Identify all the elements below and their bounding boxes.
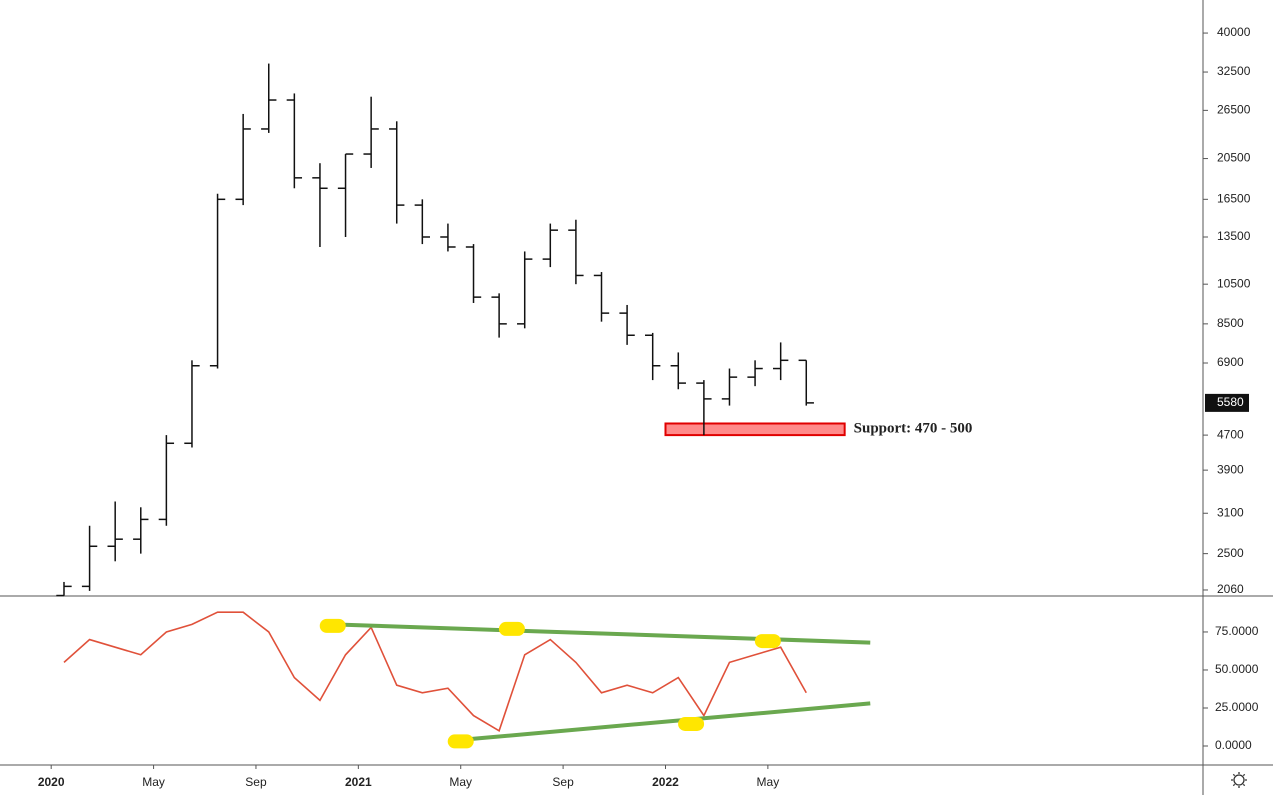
trendline: [460, 701, 871, 742]
y-tick-label: 16500: [1217, 191, 1251, 205]
y-tick-label: 10500: [1217, 276, 1251, 290]
pivot-marker: [678, 716, 705, 731]
y-tick-label: 6900: [1217, 355, 1244, 369]
x-tick-label: May: [142, 775, 165, 789]
y-tick-label: 8500: [1217, 316, 1244, 330]
x-tick-label: 2022: [652, 775, 679, 789]
y-tick-label: 3100: [1217, 505, 1244, 519]
pivot-marker: [754, 634, 781, 649]
x-tick-label: May: [757, 775, 780, 789]
y-tick-label: 25.0000: [1215, 700, 1259, 714]
pivot-marker: [447, 734, 474, 749]
x-tick-label: 2020: [38, 775, 65, 789]
x-tick-label: 2021: [345, 775, 372, 789]
y-tick-label: 50.0000: [1215, 662, 1259, 676]
trendline: [332, 622, 871, 645]
rsi-line: [63, 611, 807, 732]
y-tick-label: 2060: [1217, 582, 1244, 596]
last-price-label: 5580: [1217, 395, 1244, 409]
y-tick-label: 4700: [1217, 427, 1244, 441]
y-tick-label: 20500: [1217, 151, 1251, 165]
support-label: Support: 470 - 500: [854, 421, 973, 437]
x-tick-label: May: [449, 775, 472, 789]
support-zone: [664, 422, 846, 437]
pivot-marker: [319, 618, 346, 633]
settings-icon[interactable]: [1231, 772, 1247, 788]
x-tick-label: Sep: [552, 775, 574, 789]
y-tick-label: 13500: [1217, 229, 1251, 243]
y-tick-label: 75.0000: [1215, 624, 1259, 638]
pivot-marker: [498, 621, 525, 636]
x-tick-label: Sep: [245, 775, 267, 789]
y-tick-label: 26500: [1217, 103, 1251, 117]
y-tick-label: 0.0000: [1215, 738, 1252, 752]
last-price-box: [1205, 393, 1249, 412]
y-tick-label: 40000: [1217, 25, 1251, 39]
y-tick-label: 3900: [1217, 462, 1244, 476]
y-tick-label: 2500: [1217, 546, 1244, 560]
y-tick-label: 32500: [1217, 64, 1251, 78]
